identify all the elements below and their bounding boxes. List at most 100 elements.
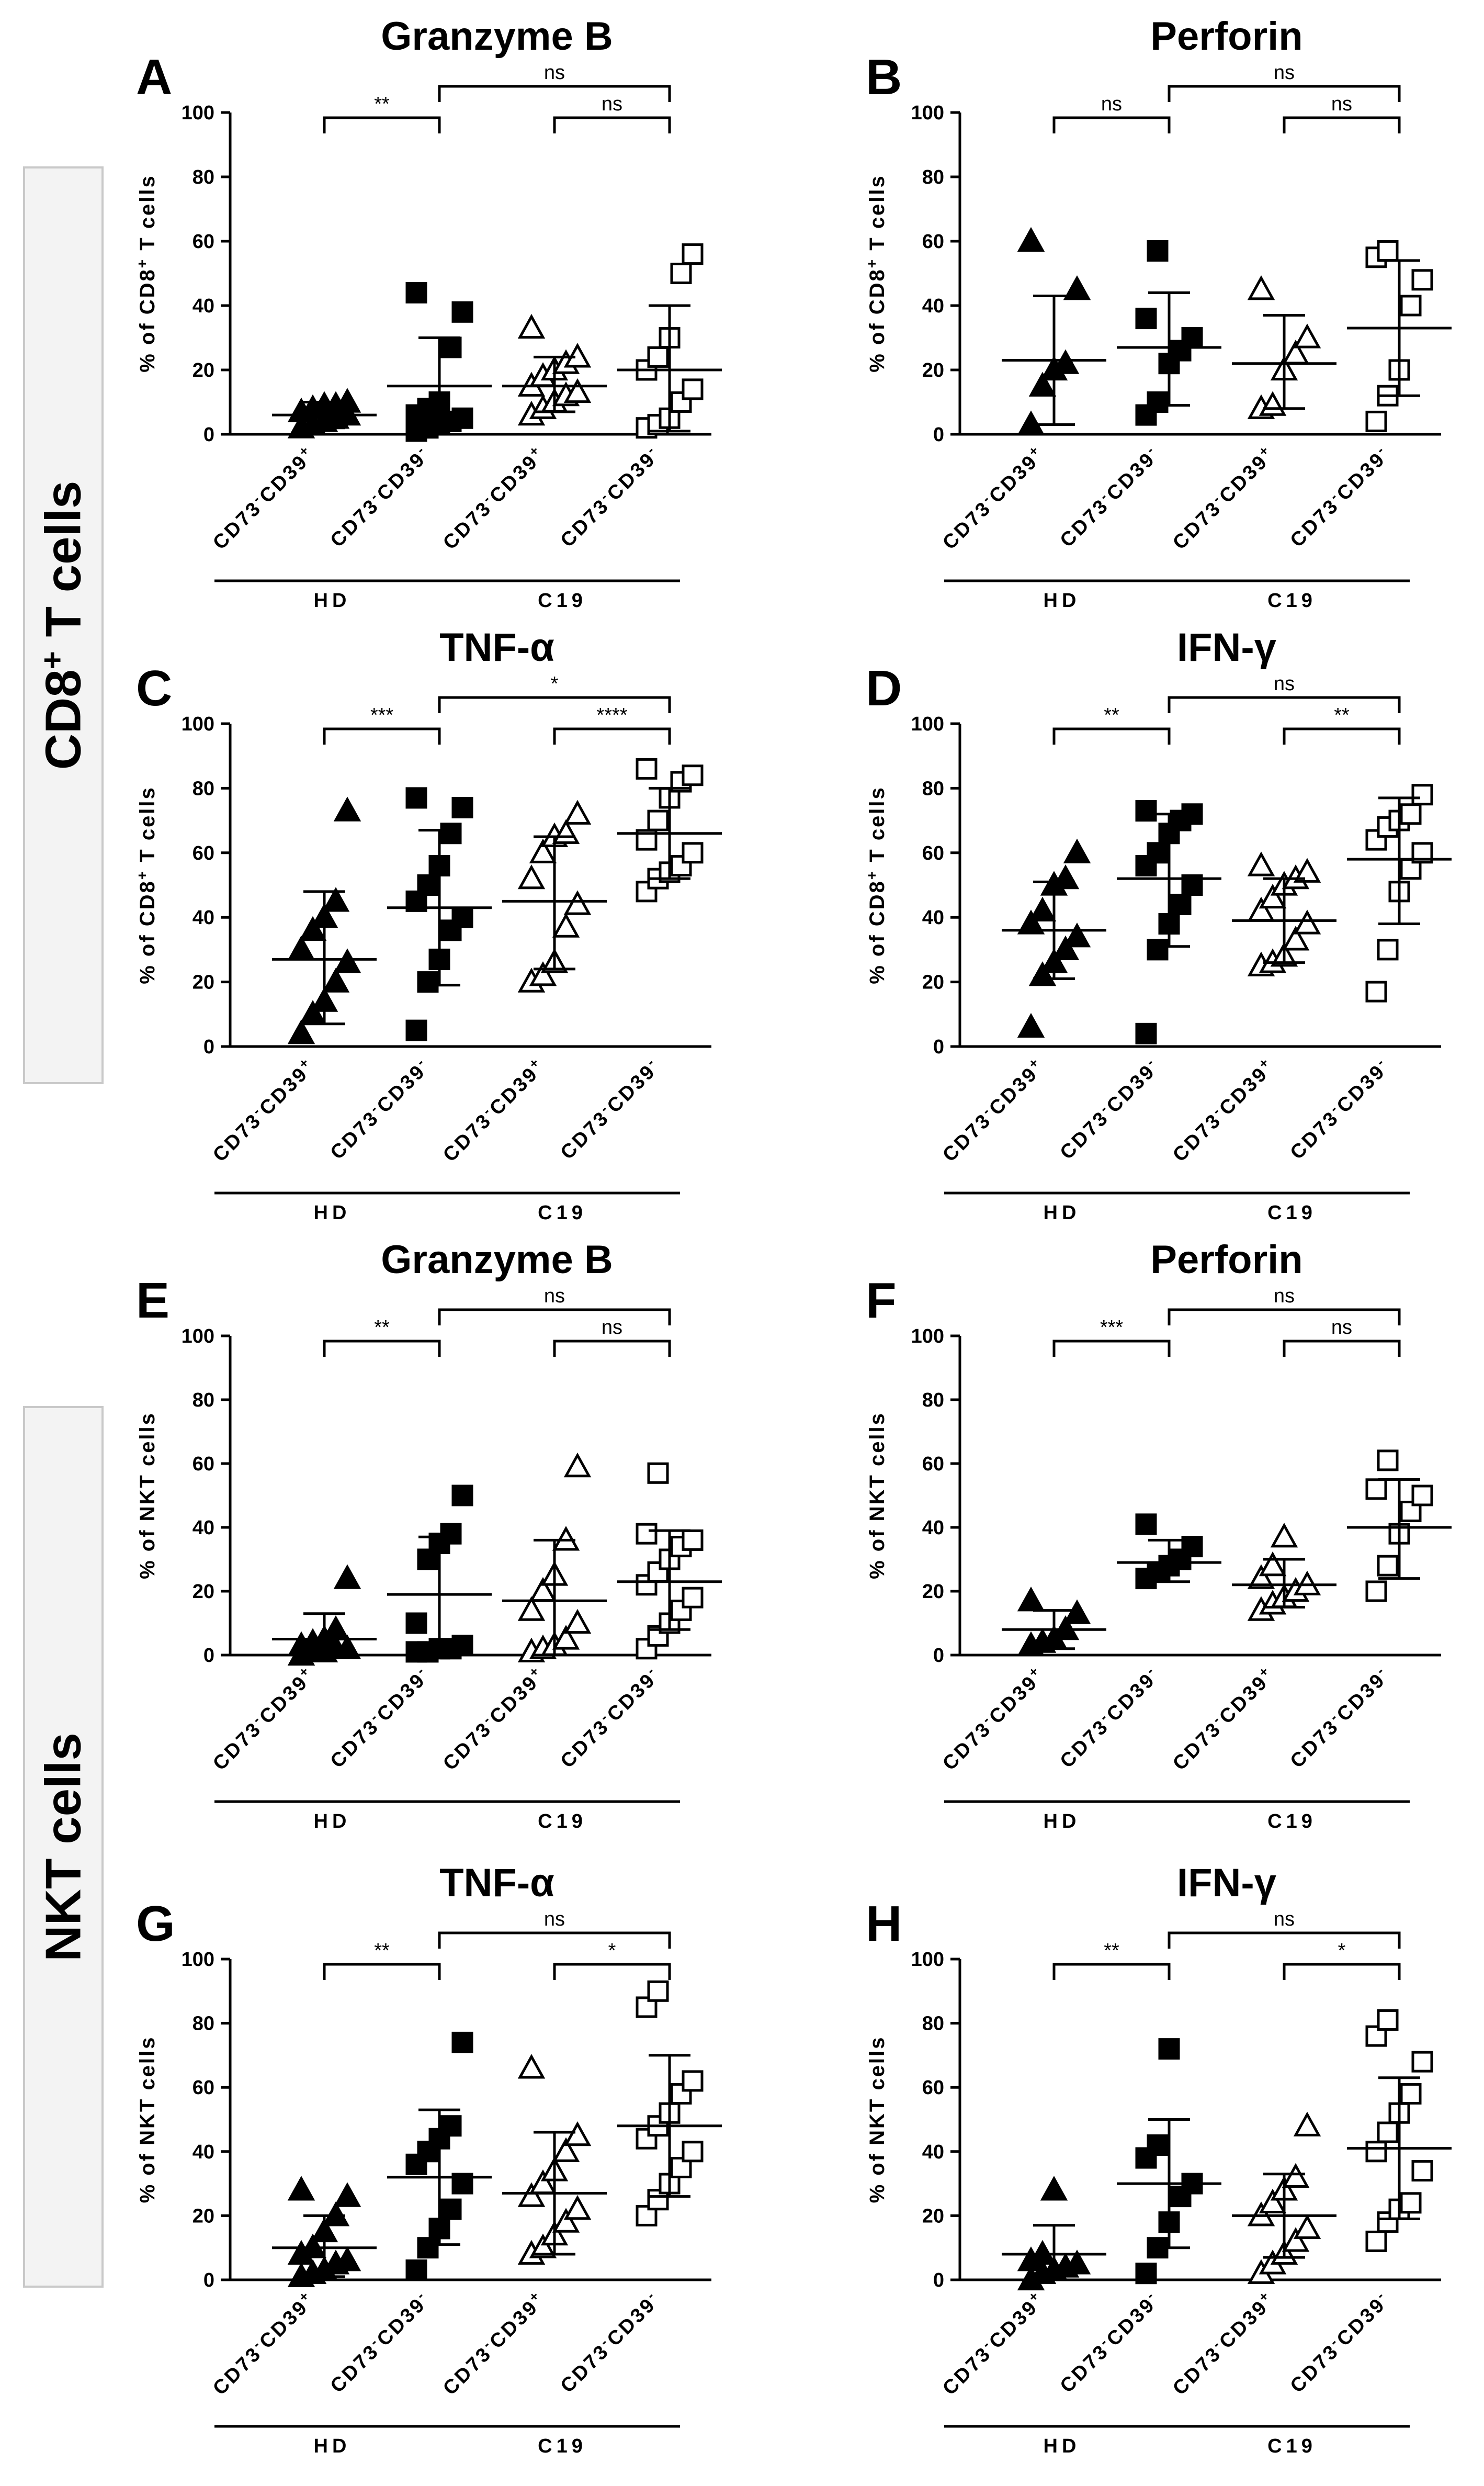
data-point <box>1181 327 1203 348</box>
category-label: CD73-CD39+ <box>207 1053 320 1166</box>
y-tick-label: 60 <box>922 842 944 864</box>
data-point <box>322 968 350 993</box>
data-point <box>1411 2160 1433 2182</box>
data-point <box>1400 803 1422 825</box>
data-point <box>529 838 557 863</box>
panel-letter: F <box>866 1273 897 1329</box>
significance-label: ns <box>1274 673 1295 695</box>
panel-letter: H <box>866 1896 902 1952</box>
data-point <box>1017 227 1045 252</box>
significance-label: *** <box>1100 1317 1124 1338</box>
y-tick-label: 40 <box>192 1517 214 1539</box>
category-label: CD73-CD39+ <box>437 441 550 554</box>
data-point <box>682 378 704 400</box>
y-tick-label: 0 <box>933 1645 944 1667</box>
category-label: CD73-CD39+ <box>1167 441 1280 554</box>
data-point <box>333 796 361 822</box>
group-label: HD <box>1044 590 1081 612</box>
y-tick-label: 20 <box>922 359 944 381</box>
data-point <box>1158 2038 1180 2060</box>
data-point <box>1400 2192 1422 2214</box>
group-label: C19 <box>538 1810 587 1832</box>
y-tick-label: 80 <box>192 778 214 800</box>
y-tick-label: 0 <box>203 1645 214 1667</box>
data-point <box>322 887 350 912</box>
significance-bracket <box>553 727 671 745</box>
data-point <box>440 823 462 845</box>
data-point <box>1400 295 1422 317</box>
data-point <box>451 796 473 818</box>
data-point <box>1365 981 1387 1003</box>
significance-label: ns <box>544 1908 565 1930</box>
data-point <box>517 313 546 339</box>
data-point <box>1063 838 1091 863</box>
data-point <box>405 282 427 303</box>
y-tick-label: 0 <box>203 1036 214 1058</box>
data-point <box>1017 909 1045 935</box>
data-point <box>636 2128 658 2150</box>
data-point <box>1293 2111 1321 2136</box>
data-point <box>636 758 658 780</box>
data-point <box>405 787 427 809</box>
panel-f: F Perforin 0 20 40 60 80 100 % of NKT cells *** ns… <box>866 1238 1452 1832</box>
category-label: CD73-CD39- <box>1284 441 1395 552</box>
category-label: CD73-CD39- <box>554 1053 665 1164</box>
data-point <box>682 764 704 786</box>
significance-label: ns <box>602 93 622 115</box>
significance-label: ns <box>1331 93 1352 115</box>
data-point <box>1293 858 1321 883</box>
data-point <box>417 971 439 993</box>
panel-title: Granzyme B <box>381 14 613 59</box>
data-point <box>440 2115 462 2137</box>
panel-b: B Perforin 0 20 40 60 80 100 % of CD8+ T cells ns… <box>864 14 1452 612</box>
group-label: HD <box>314 2435 351 2457</box>
y-tick-label: 100 <box>182 102 214 124</box>
y-tick-label: 40 <box>192 2141 214 2163</box>
data-point <box>451 1484 473 1506</box>
data-point <box>1051 935 1080 960</box>
side-label-box-cd8: CD8+ T cells <box>23 166 104 1084</box>
y-tick-label: 40 <box>192 295 214 317</box>
category-label: CD73-CD39+ <box>1167 2287 1280 2400</box>
data-point <box>1259 1551 1287 1577</box>
data-point <box>287 935 315 960</box>
panel-letter: A <box>136 49 172 105</box>
data-point <box>405 1612 427 1634</box>
y-tick-label: 40 <box>922 907 944 929</box>
y-axis-label: % of NKT cells <box>136 2036 159 2203</box>
data-point <box>1259 884 1287 909</box>
data-point <box>440 336 462 358</box>
significance-label: ns <box>544 62 565 84</box>
data-point <box>1377 240 1399 262</box>
category-label: CD73-CD39- <box>554 441 665 552</box>
significance-bracket <box>1283 116 1401 133</box>
side-label-box-nkt: NKT cells <box>23 1406 104 2288</box>
y-tick-label: 20 <box>192 2205 214 2227</box>
data-point <box>1293 2214 1321 2240</box>
significance-label: * <box>551 673 559 695</box>
data-point <box>451 906 473 928</box>
data-point <box>563 800 592 825</box>
y-tick-label: 100 <box>911 1325 944 1347</box>
data-point <box>552 2208 580 2233</box>
data-point <box>552 913 580 938</box>
significance-label: ** <box>1334 704 1350 726</box>
data-point <box>1411 1484 1433 1506</box>
y-tick-label: 20 <box>922 2205 944 2227</box>
data-point <box>529 961 557 986</box>
panel-e: E Granzyme B 0 20 40 60 80 100 % of NKT cells ** n… <box>136 1238 722 1832</box>
data-point <box>682 243 704 265</box>
significance-bracket <box>1283 1340 1401 1357</box>
y-tick-label: 0 <box>933 2269 944 2291</box>
data-point <box>1411 269 1433 291</box>
significance-label: **** <box>596 704 627 726</box>
significance-label: ns <box>1274 62 1295 84</box>
data-point <box>1040 2176 1068 2201</box>
category-label: CD73-CD39- <box>554 1662 665 1772</box>
data-point <box>1135 1022 1157 1044</box>
data-point <box>333 1634 361 1659</box>
category-label: CD73-CD39+ <box>937 1662 1050 1775</box>
y-tick-label: 80 <box>192 2013 214 2035</box>
data-point <box>1028 896 1057 921</box>
